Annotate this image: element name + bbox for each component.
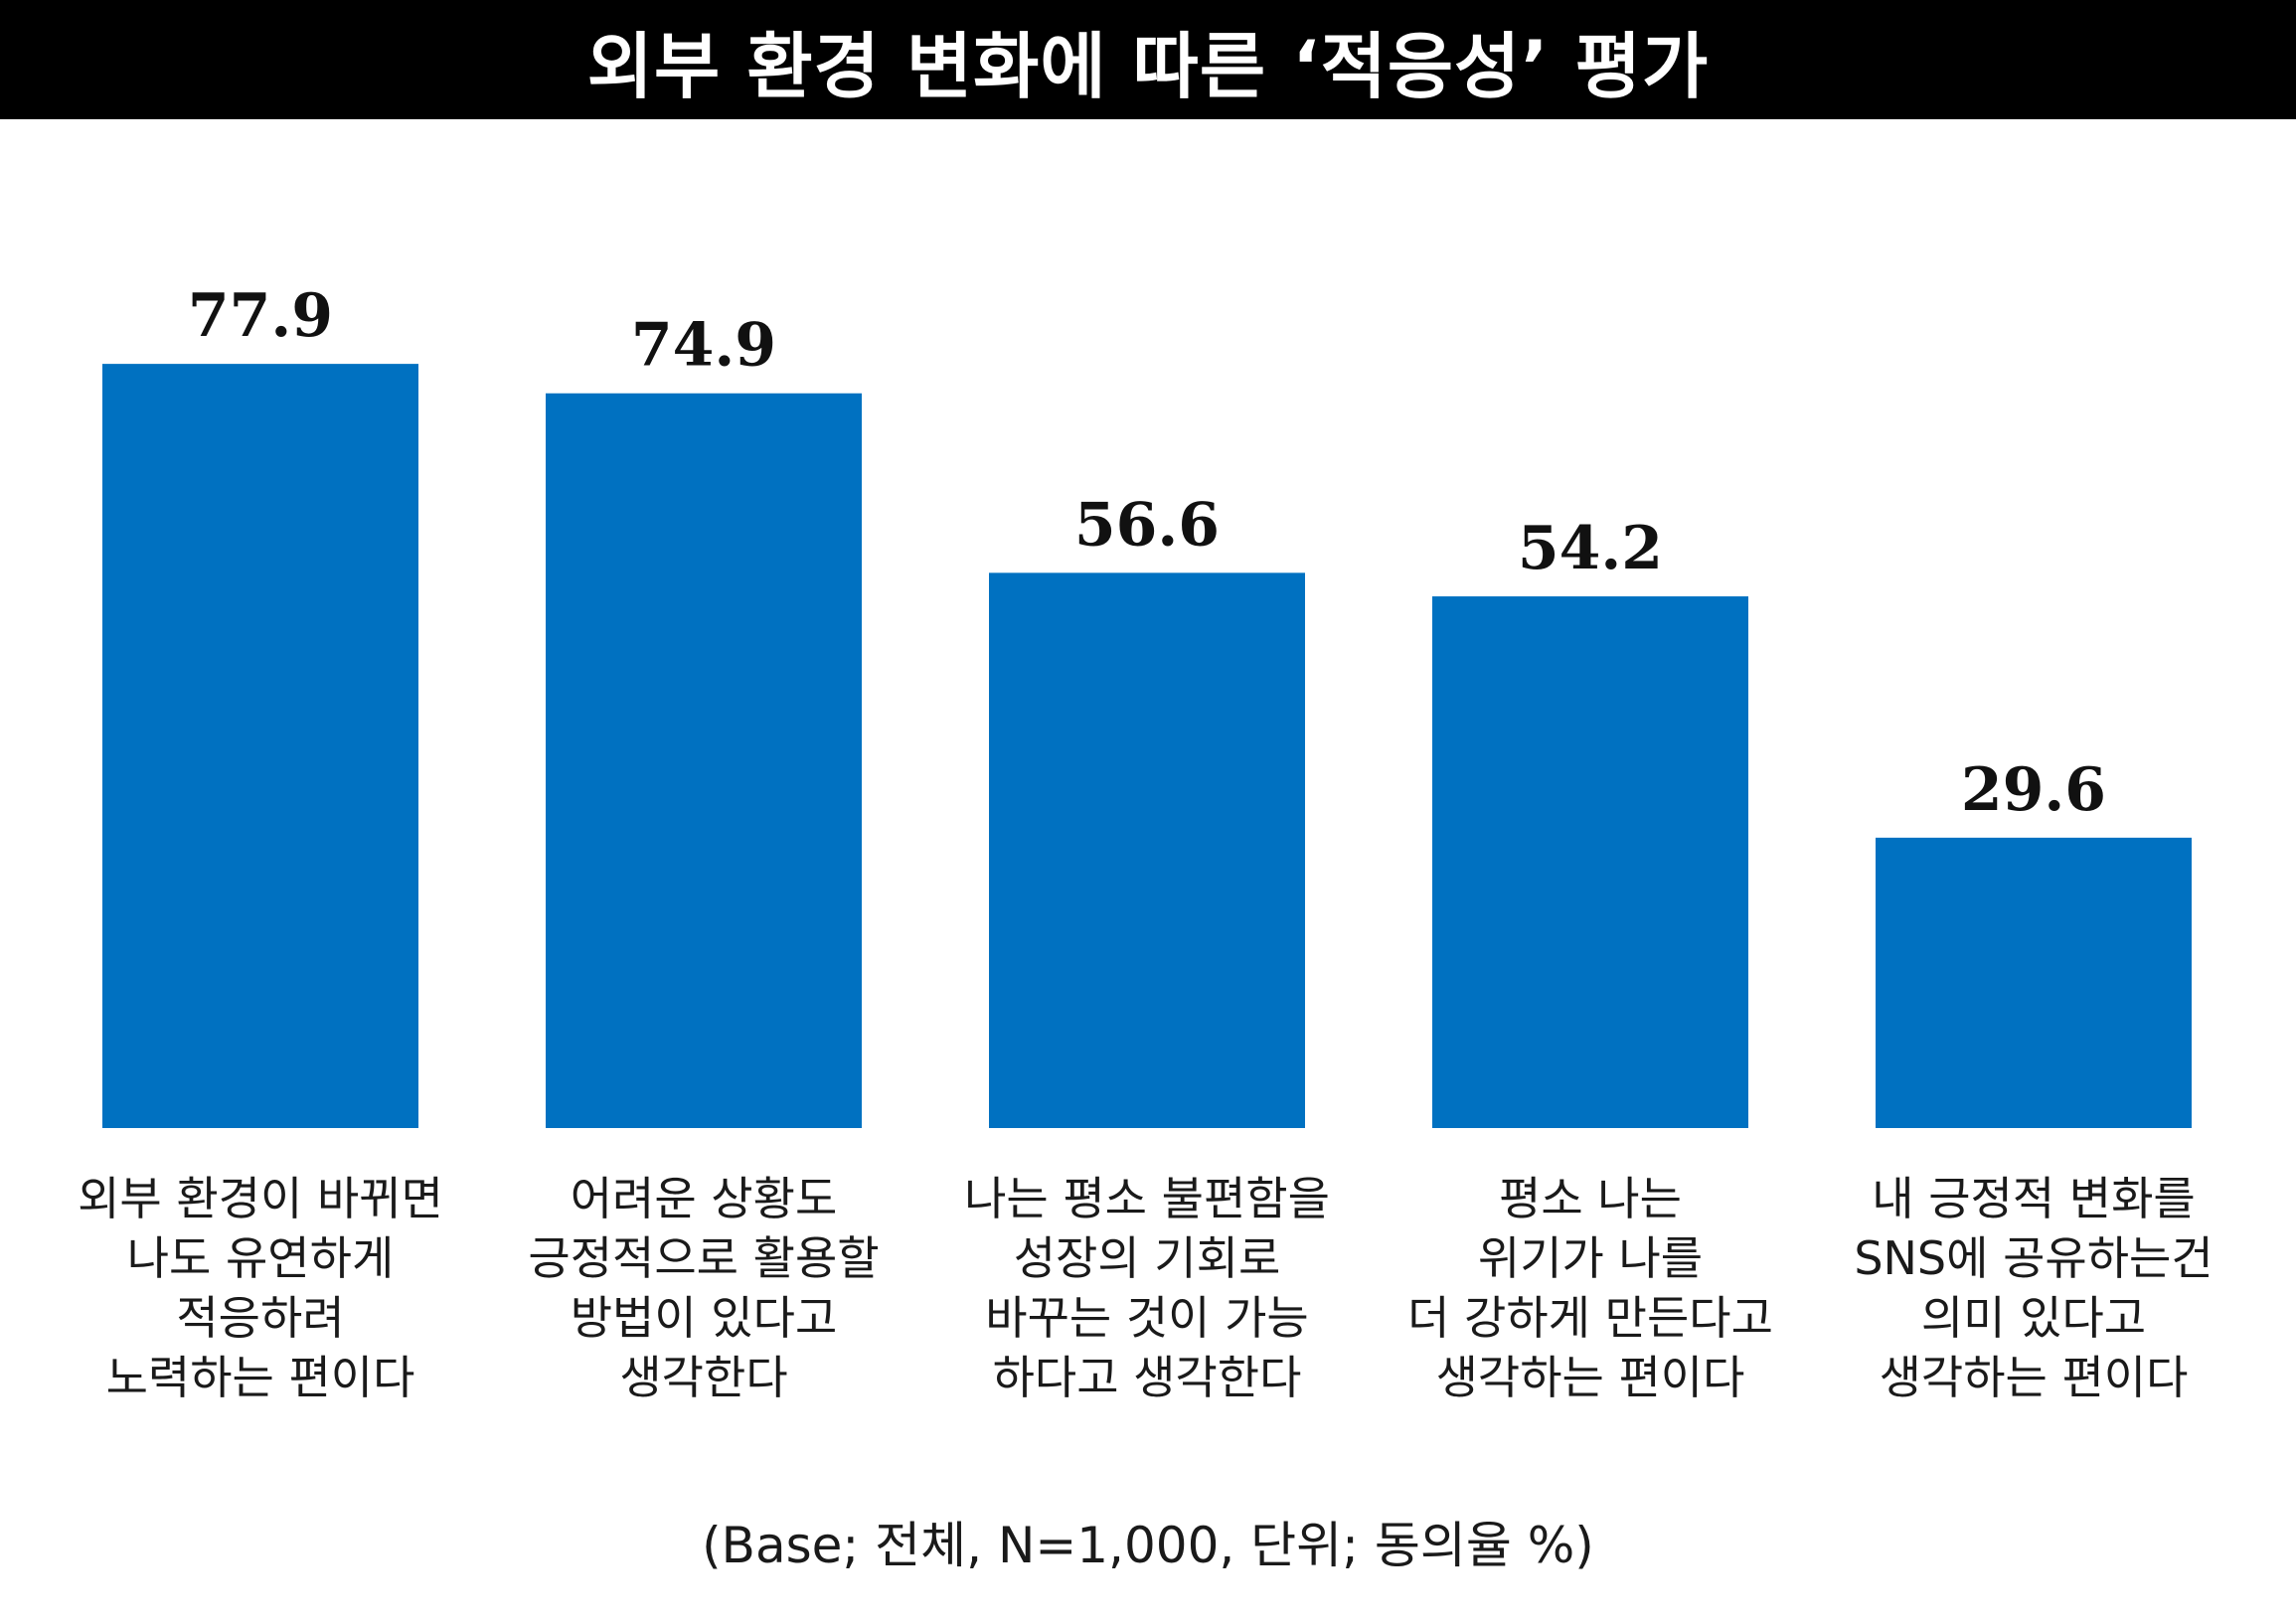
value-label-2: 74.9 bbox=[631, 311, 776, 381]
category-label-line: 방법이 있다고 bbox=[571, 1291, 838, 1345]
category-label-line: 긍정적으로 활용할 bbox=[528, 1231, 879, 1285]
category-label-line: 더 강하게 만든다고 bbox=[1407, 1291, 1773, 1345]
category-label-line: 생각하는 편이다 bbox=[1880, 1351, 2189, 1404]
value-label-3: 56.6 bbox=[1074, 490, 1220, 560]
chart-title-bar: 외부 환경 변화에 따른 ‘적응성’ 평가 bbox=[0, 0, 2296, 119]
category-label-line: 노력하는 편이다 bbox=[106, 1351, 415, 1404]
footnote: (Base; 전체, N=1,000, 단위; 동의율 %) bbox=[702, 1517, 1594, 1574]
category-label-line: 적응하려 bbox=[176, 1291, 344, 1345]
category-label-line: 나는 평소 불편함을 bbox=[964, 1172, 1330, 1225]
category-label-line: 생각하는 편이다 bbox=[1436, 1351, 1745, 1404]
category-label-line: 성장의 기회로 bbox=[1014, 1231, 1281, 1285]
bar-5 bbox=[1876, 837, 2192, 1128]
bar-2 bbox=[546, 393, 862, 1128]
bar-1 bbox=[102, 364, 418, 1128]
category-label-line: 생각한다 bbox=[619, 1351, 787, 1404]
value-labels-layer: 77.9 74.9 56.6 54.2 29.6 bbox=[188, 281, 2106, 825]
value-label-5: 29.6 bbox=[1961, 755, 2106, 825]
bar-4 bbox=[1432, 596, 1748, 1128]
category-label-line: 하다고 생각한다 bbox=[993, 1351, 1302, 1404]
chart-title: 외부 환경 변화에 따른 ‘적응성’ 평가 bbox=[586, 24, 1710, 108]
category-label-line: 내 긍정적 변화를 bbox=[1872, 1172, 2195, 1225]
category-label-line: 외부 환경이 바뀌면 bbox=[78, 1172, 443, 1225]
category-label-line: 의미 있다고 bbox=[1921, 1291, 2146, 1345]
category-label-line: 평소 나는 bbox=[1499, 1172, 1682, 1225]
value-label-1: 77.9 bbox=[188, 281, 333, 351]
bars-layer bbox=[102, 364, 2192, 1128]
category-label-line: 나도 유연하게 bbox=[127, 1231, 395, 1285]
category-label-line: SNS에 공유하는건 bbox=[1854, 1231, 2213, 1285]
category-label-line: 어려운 상황도 bbox=[571, 1172, 838, 1225]
category-label-line: 바꾸는 것이 가능 bbox=[985, 1291, 1308, 1345]
bar-3 bbox=[989, 572, 1305, 1128]
category-label-line: 위기가 나를 bbox=[1478, 1231, 1703, 1285]
value-label-4: 54.2 bbox=[1518, 514, 1663, 583]
